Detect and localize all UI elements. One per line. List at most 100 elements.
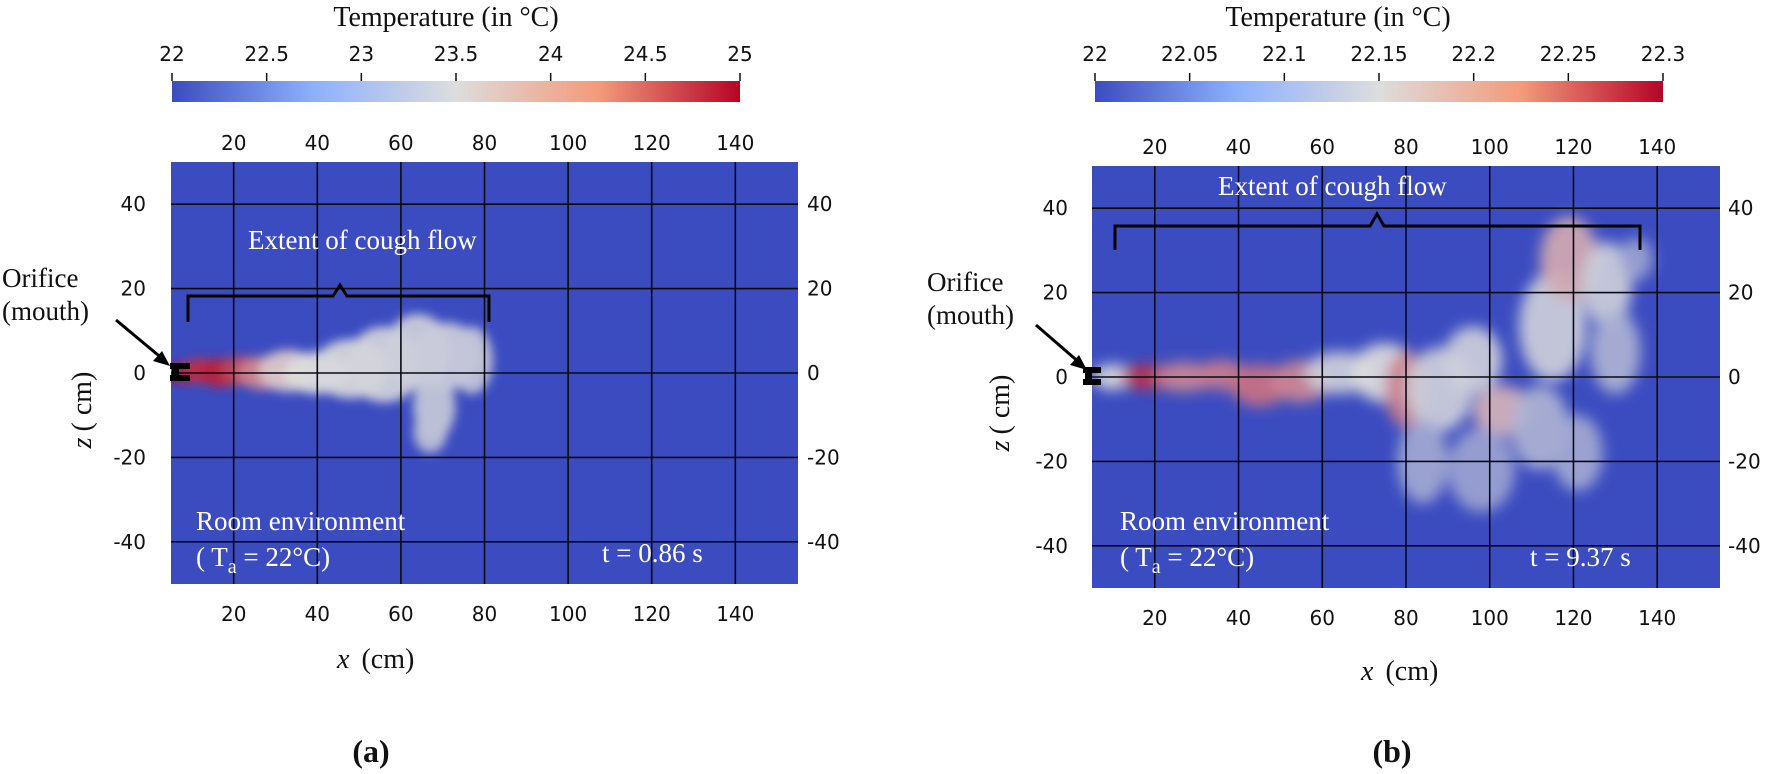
x-tick-top-a-0: 20 bbox=[221, 131, 246, 155]
colorbar-tick-label-b-2: 22.1 bbox=[1262, 42, 1307, 66]
room-T-a: ( T bbox=[196, 542, 228, 572]
time-label-b: t = 9.37 s bbox=[1530, 542, 1631, 572]
z-tick-right-b-2: 0 bbox=[1728, 365, 1741, 389]
y-axis-label-b: z ( cm) bbox=[985, 375, 1016, 453]
colorbar-b bbox=[1095, 81, 1663, 102]
room-sub-a: a bbox=[228, 556, 237, 578]
jet-blob-b-10 bbox=[1443, 326, 1503, 394]
x-tick-bottom-a-3: 80 bbox=[472, 602, 497, 626]
colorbar-tick-label-a-2: 23 bbox=[349, 42, 374, 66]
grid-a bbox=[171, 162, 798, 584]
x-tick-bottom-b-3: 80 bbox=[1393, 606, 1418, 630]
colorbar-tick-label-a-5: 24.5 bbox=[623, 42, 668, 66]
orifice-label-line1-a: Orifice bbox=[2, 263, 78, 293]
orifice-marker-a bbox=[170, 363, 190, 381]
colorbar-tick-label-b-0: 22 bbox=[1082, 42, 1107, 66]
x-tick-bottom-b-5: 120 bbox=[1554, 606, 1592, 630]
jet-blob-b-19 bbox=[1590, 309, 1641, 394]
subfigure-label-b: (b) bbox=[1372, 733, 1411, 769]
z-tick-left-a-4: -40 bbox=[113, 530, 146, 554]
colorbar-tick-label-b-5: 22.25 bbox=[1540, 42, 1597, 66]
x-tick-bottom-b-1: 40 bbox=[1226, 606, 1251, 630]
x-tick-top-b-6: 140 bbox=[1638, 135, 1676, 159]
orifice-arrowhead-b bbox=[1070, 355, 1087, 370]
room-T-b: ( T bbox=[1120, 542, 1152, 572]
x-axis-label-a: x (cm) bbox=[336, 644, 414, 675]
x-tick-top-a-4: 100 bbox=[549, 131, 587, 155]
room-label-line2-b: ( Ta = 22°C) bbox=[1120, 542, 1254, 578]
orifice-arrow-a bbox=[115, 318, 165, 362]
y-axis-unit-b: ( cm) bbox=[985, 375, 1016, 435]
y-axis-label-a: z ( cm) bbox=[67, 372, 98, 450]
x-tick-top-a-6: 140 bbox=[716, 131, 754, 155]
x-axis-unit-b: (cm) bbox=[1385, 656, 1438, 687]
z-tick-right-a-2: 0 bbox=[807, 361, 820, 385]
x-tick-bottom-a-0: 20 bbox=[221, 602, 246, 626]
extent-bracket-a bbox=[186, 282, 491, 322]
x-tick-top-b-5: 120 bbox=[1554, 135, 1592, 159]
z-tick-left-b-4: -40 bbox=[1035, 534, 1068, 558]
x-tick-top-a-1: 40 bbox=[305, 131, 330, 155]
x-tick-top-a-3: 80 bbox=[472, 131, 497, 155]
colorbar-a bbox=[172, 81, 740, 102]
x-tick-top-b-2: 60 bbox=[1310, 135, 1335, 159]
orifice-label-line2-a: (mouth) bbox=[2, 296, 89, 326]
colorbar-tick-label-a-6: 25 bbox=[727, 42, 752, 66]
grid-b bbox=[1092, 166, 1720, 588]
axes-b: 20 20 40 40 60 60 80 80 100 100 120 120 140 140 40 40 20… bbox=[1035, 135, 1760, 630]
x-tick-bottom-a-6: 140 bbox=[716, 602, 754, 626]
colorbar-title-a: Temperature (in °C) bbox=[333, 2, 558, 33]
panel-b: Temperature (in °C) 22 22.05 22.1 22.15 22.2… bbox=[927, 2, 1761, 769]
x-tick-top-b-0: 20 bbox=[1142, 135, 1167, 159]
x-axis-var-a: x bbox=[336, 644, 350, 675]
x-tick-bottom-a-4: 100 bbox=[549, 602, 587, 626]
z-tick-right-a-3: -20 bbox=[807, 445, 840, 469]
colorbar-tick-label-a-3: 23.5 bbox=[434, 42, 479, 66]
cough-jet-b bbox=[1092, 216, 1654, 513]
colorbar-tick-label-b-6: 22.3 bbox=[1641, 42, 1686, 66]
x-tick-bottom-a-2: 60 bbox=[388, 602, 413, 626]
jet-blob-a-13 bbox=[413, 410, 447, 454]
extent-label-b: Extent of cough flow bbox=[1218, 171, 1447, 201]
room-label-line1-a: Room environment bbox=[196, 506, 406, 536]
orifice-label-b: Orifice (mouth) bbox=[927, 267, 1014, 330]
room-sub-b: a bbox=[1152, 556, 1161, 578]
z-tick-right-b-3: -20 bbox=[1728, 449, 1761, 473]
x-tick-top-b-3: 80 bbox=[1393, 135, 1418, 159]
x-tick-bottom-b-0: 20 bbox=[1142, 606, 1167, 630]
colorbar-tick-label-a-4: 24 bbox=[538, 42, 563, 66]
x-tick-bottom-a-1: 40 bbox=[305, 602, 330, 626]
colorbar-tick-label-b-3: 22.15 bbox=[1350, 42, 1407, 66]
z-tick-left-a-1: 20 bbox=[121, 277, 146, 301]
z-tick-right-a-0: 40 bbox=[807, 192, 832, 216]
subfigure-label-a: (a) bbox=[352, 733, 389, 769]
x-tick-top-a-2: 60 bbox=[388, 131, 413, 155]
x-axis-unit-a: (cm) bbox=[361, 644, 414, 675]
time-label-a: t = 0.86 s bbox=[602, 538, 703, 568]
colorbar-ticks-a: 22 22.5 23 23.5 24 24.5 25 bbox=[159, 42, 753, 81]
orifice-arrowhead-a bbox=[153, 351, 170, 366]
z-tick-left-a-3: -20 bbox=[113, 445, 146, 469]
colorbar-tick-label-b-4: 22.2 bbox=[1451, 42, 1496, 66]
z-tick-right-a-1: 20 bbox=[807, 277, 832, 301]
x-tick-top-a-5: 120 bbox=[633, 131, 671, 155]
colorbar-tick-label-a-1: 22.5 bbox=[244, 42, 289, 66]
jet-blob-b-20 bbox=[1619, 237, 1654, 280]
z-tick-left-b-0: 40 bbox=[1043, 196, 1068, 220]
x-axis-label-b: x (cm) bbox=[1360, 656, 1438, 687]
z-tick-left-b-3: -20 bbox=[1035, 449, 1068, 473]
y-axis-unit-a: ( cm) bbox=[67, 372, 98, 432]
orifice-marker-b bbox=[1083, 367, 1101, 385]
room-eq-b: = 22°C) bbox=[1161, 542, 1255, 572]
y-axis-var-b: z bbox=[985, 440, 1016, 452]
extent-label-a: Extent of cough flow bbox=[248, 225, 477, 255]
colorbar-tick-label-b-1: 22.05 bbox=[1161, 42, 1218, 66]
z-tick-right-b-0: 40 bbox=[1728, 196, 1753, 220]
room-eq-a: = 22°C) bbox=[237, 542, 331, 572]
colorbar-ticks-b: 22 22.05 22.1 22.15 22.2 22.25 22.3 bbox=[1082, 42, 1685, 81]
orifice-arrow-b bbox=[1035, 323, 1082, 366]
x-tick-bottom-b-6: 140 bbox=[1638, 606, 1676, 630]
axes-a: 20 20 40 40 60 60 80 80 100 100 120 120 140 140 40 40 20… bbox=[113, 131, 839, 626]
colorbar-tick-label-a-0: 22 bbox=[159, 42, 184, 66]
